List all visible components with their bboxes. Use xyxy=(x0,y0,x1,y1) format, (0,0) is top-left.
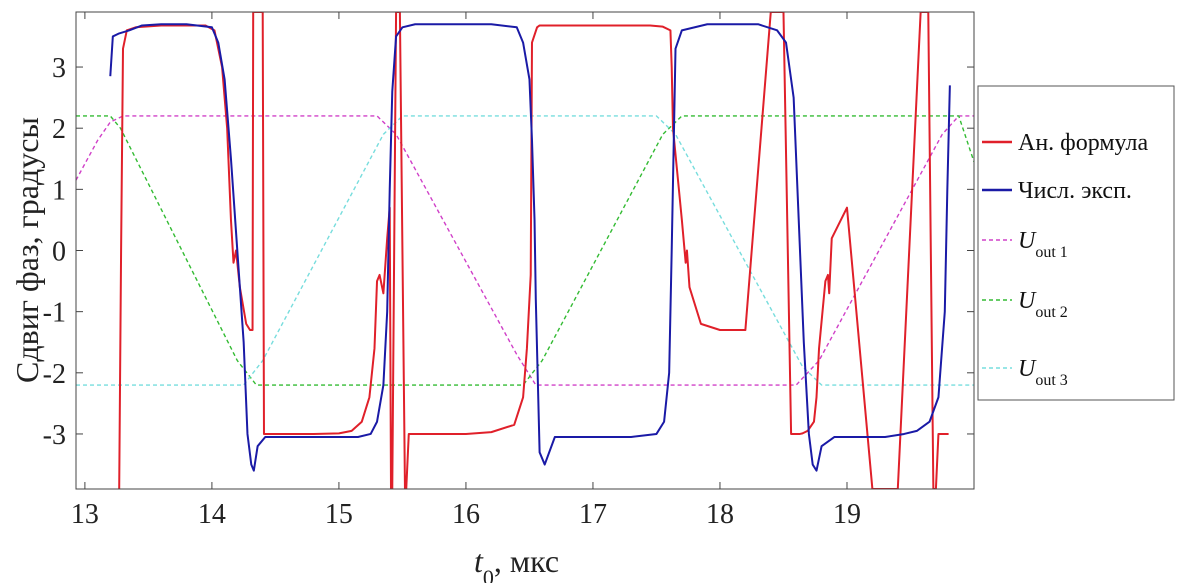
x-axis-label: t0, мкс xyxy=(474,543,559,583)
legend-box xyxy=(977,85,1175,401)
legend-label-num-exp: Числ. эксп. xyxy=(1018,178,1132,204)
y-tick-label: -1 xyxy=(43,298,66,329)
x-tick-label: 15 xyxy=(325,499,353,530)
y-tick-label: -2 xyxy=(43,359,66,390)
legend-label-uout1-main: U xyxy=(1018,228,1037,254)
legend-label-an-formula: Ан. формула xyxy=(1018,130,1148,156)
plot-area xyxy=(76,12,974,489)
series-line-3 xyxy=(76,115,974,386)
series-layer xyxy=(76,12,974,489)
x-tick-label: 17 xyxy=(579,499,607,530)
series-line-1 xyxy=(109,23,951,472)
y-tick-label: 0 xyxy=(52,237,66,268)
series-line-4 xyxy=(76,115,974,386)
x-axis-label-main: t xyxy=(474,543,484,579)
x-tick-label: 16 xyxy=(452,499,480,530)
legend-label-uout1: Uout 1 xyxy=(1018,228,1068,261)
x-tick-label: 19 xyxy=(833,499,861,530)
x-tick-label: 14 xyxy=(198,499,226,530)
legend: Ан. формула Числ. эксп. Uout 1 Uout 2 Uo… xyxy=(977,85,1175,401)
x-tick-label: 18 xyxy=(706,499,734,530)
y-tick-label: 2 xyxy=(52,114,66,145)
y-axis-label: Сдвиг фаз, градусы xyxy=(9,117,45,383)
x-axis-label-rest: , мкс xyxy=(494,543,559,579)
y-tick-label: -3 xyxy=(43,420,66,451)
legend-label-uout3: Uout 3 xyxy=(1018,356,1068,389)
x-axis-label-sub: 0 xyxy=(483,565,494,583)
x-tick-label: 13 xyxy=(71,499,99,530)
legend-label-uout2-sub: out 2 xyxy=(1035,304,1067,321)
legend-label-uout3-sub: out 3 xyxy=(1035,372,1067,389)
series-line-2 xyxy=(76,115,974,386)
tick-layer: 13 14 15 16 17 18 19 3 2 1 0 -1 -2 -3 xyxy=(43,12,974,530)
legend-label-uout2-main: U xyxy=(1018,288,1037,314)
y-tick-label: 1 xyxy=(52,175,66,206)
legend-label-uout2: Uout 2 xyxy=(1018,288,1068,321)
legend-label-uout3-main: U xyxy=(1018,356,1037,382)
y-tick-label: 3 xyxy=(52,53,66,84)
legend-label-uout1-sub: out 1 xyxy=(1035,244,1067,261)
series-line-0 xyxy=(118,12,949,489)
